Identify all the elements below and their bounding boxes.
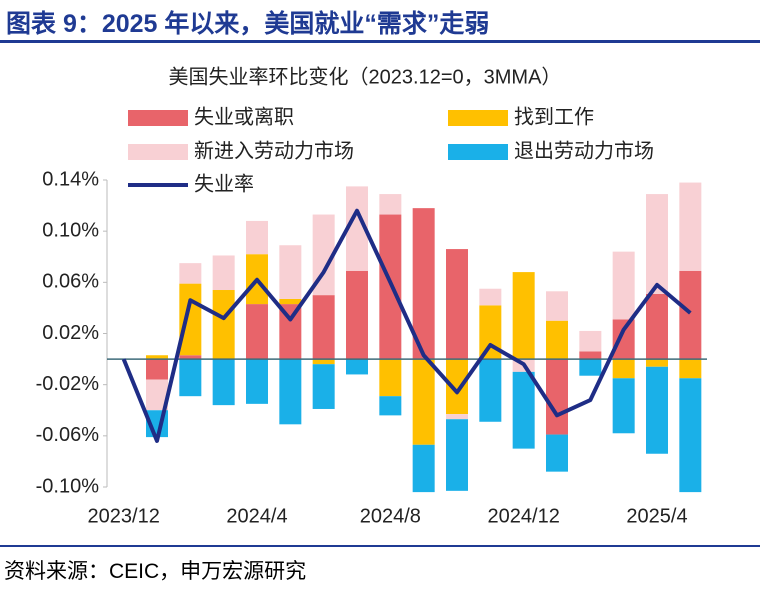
bar	[679, 270, 702, 360]
bar	[479, 288, 502, 306]
legend-label: 失业或离职	[194, 105, 294, 128]
y-tick-label: -0.06%	[36, 424, 100, 446]
bar	[279, 304, 302, 360]
bar	[246, 220, 268, 255]
x-tick-label: 2024/8	[360, 505, 421, 527]
bar	[446, 414, 468, 420]
bar	[512, 272, 535, 360]
bar	[579, 330, 602, 352]
bar	[346, 270, 368, 360]
y-tick-label: 0.02%	[42, 322, 99, 344]
bar	[146, 379, 168, 411]
bar	[346, 359, 368, 375]
y-tick-label: 0.10%	[42, 219, 99, 241]
bar	[546, 320, 568, 360]
bar	[546, 359, 568, 435]
bar	[646, 366, 668, 454]
bar	[412, 208, 435, 360]
bar	[312, 214, 335, 296]
bar	[146, 355, 168, 360]
bar	[479, 305, 502, 360]
bar	[546, 434, 568, 472]
bar	[312, 295, 335, 360]
bar	[279, 298, 302, 305]
bar	[612, 359, 635, 379]
x-tick-label: 2025/4	[626, 505, 687, 527]
x-tick-label: 2024/12	[488, 505, 560, 527]
bar	[446, 359, 468, 415]
bar	[479, 359, 502, 422]
bar	[612, 251, 635, 320]
source: 资料来源：CEIC，申万宏源研究	[4, 560, 307, 583]
legend-label: 找到工作	[514, 105, 594, 128]
bar	[579, 359, 602, 376]
bar	[146, 359, 168, 380]
chart-subtitle: 美国失业率环比变化（2023.12=0，3MMA）	[169, 65, 562, 88]
bar	[379, 396, 402, 416]
bar	[279, 245, 302, 299]
bar	[679, 378, 702, 493]
y-tick-label: -0.02%	[36, 373, 100, 395]
x-tick-label: 2023/12	[88, 505, 160, 527]
bar	[246, 304, 268, 360]
legend-swatch	[128, 110, 188, 126]
legend-swatch	[128, 144, 188, 160]
bar	[212, 290, 235, 360]
bar	[446, 249, 468, 360]
bar	[179, 355, 202, 360]
bar	[679, 182, 702, 271]
bar	[179, 263, 202, 284]
bar	[212, 255, 235, 291]
bar	[179, 283, 202, 356]
bar	[379, 359, 402, 397]
bar	[646, 194, 668, 294]
bar	[212, 359, 235, 406]
line-series	[121, 208, 692, 443]
y-tick-label: 0.06%	[42, 271, 99, 293]
legend-swatch	[448, 144, 508, 160]
chart: 美国失业率环比变化（2023.12=0，3MMA） -0.10% -0.06% -0…	[36, 65, 707, 527]
bar	[379, 194, 402, 215]
bar	[512, 371, 535, 449]
bar	[612, 378, 635, 434]
bar	[279, 359, 302, 425]
bar	[312, 359, 335, 365]
legend-label: 失业率	[194, 172, 254, 195]
bar	[246, 359, 268, 404]
y-tick-label: 0.14%	[42, 168, 99, 190]
bar	[579, 351, 602, 360]
bar	[312, 364, 335, 409]
rule	[0, 545, 760, 547]
bar	[646, 293, 668, 360]
bar	[612, 319, 635, 360]
bar	[546, 291, 568, 321]
bar	[412, 444, 435, 493]
bar	[412, 359, 435, 445]
bar	[646, 359, 668, 367]
bar	[679, 359, 702, 379]
legend-swatch	[448, 110, 508, 126]
x-tick-label: 2024/4	[226, 505, 287, 527]
legend-label: 退出劳动力市场	[514, 139, 654, 162]
y-tick-label: -0.10%	[36, 475, 100, 497]
rule	[0, 40, 760, 43]
bar	[179, 359, 202, 397]
bar	[446, 419, 468, 491]
bar	[346, 186, 368, 271]
legend-label: 新进入劳动力市场	[194, 139, 354, 162]
title: 图表 9：2025 年以来，美国就业“需求”走弱	[6, 10, 490, 38]
